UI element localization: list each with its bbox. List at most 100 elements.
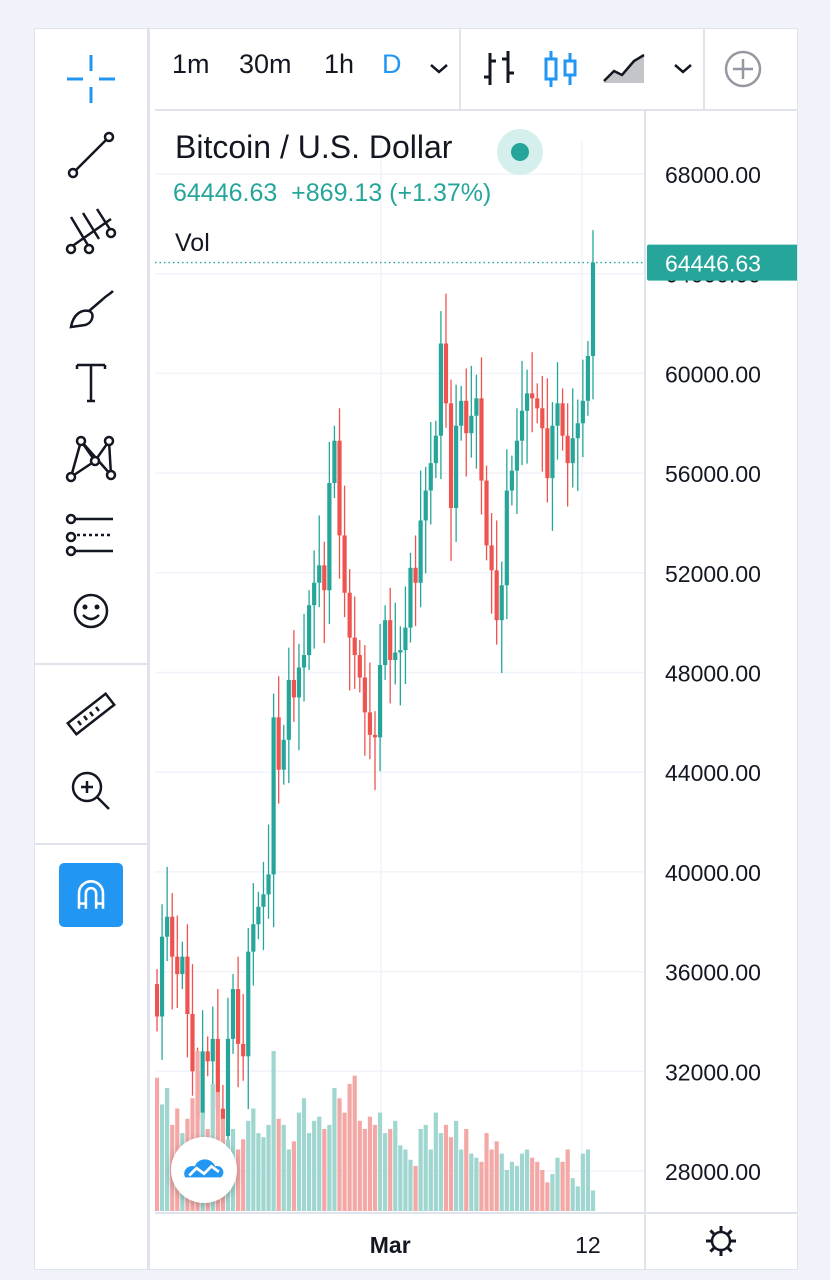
candle-body bbox=[205, 1051, 210, 1062]
interval-chevron-down-icon[interactable] bbox=[417, 47, 461, 91]
interval-1m[interactable]: 1m bbox=[172, 49, 210, 79]
candle-body bbox=[286, 679, 291, 740]
text-tool[interactable] bbox=[57, 353, 125, 413]
interval-30m[interactable]: 30m bbox=[239, 49, 292, 79]
candle-body bbox=[570, 438, 575, 464]
candle-body bbox=[266, 874, 271, 895]
brush-tool[interactable] bbox=[57, 277, 125, 337]
volume-bar bbox=[570, 1178, 575, 1211]
candle-body bbox=[443, 343, 449, 404]
top-toolbar: 1m 30m 1h D bbox=[155, 29, 797, 111]
candle-body bbox=[535, 398, 540, 409]
price-tick-label: 60000.00 bbox=[665, 361, 761, 387]
volume-bar bbox=[540, 1170, 545, 1211]
volume-bar bbox=[535, 1161, 540, 1211]
price-chart[interactable]: 68000.00 60000.00 56000.00 52000.00 48000.00… bbox=[155, 111, 797, 1269]
area-chart-type-icon[interactable] bbox=[600, 47, 648, 91]
emoji-tool[interactable] bbox=[57, 581, 125, 641]
volume-bar bbox=[555, 1157, 560, 1211]
symbol-title: Bitcoin / U.S. Dollar bbox=[175, 129, 453, 165]
prediction-tool[interactable] bbox=[57, 505, 125, 565]
interval-1h[interactable]: 1h bbox=[324, 49, 355, 79]
candle-body bbox=[555, 403, 560, 426]
volume-bar bbox=[377, 1112, 383, 1211]
volume-bar bbox=[413, 1165, 418, 1211]
volume-bar bbox=[479, 1161, 484, 1211]
candle-body bbox=[215, 1038, 220, 1109]
toolbar-divider bbox=[35, 843, 147, 845]
candle-body bbox=[524, 393, 530, 411]
candle-body bbox=[565, 435, 570, 464]
candle-body bbox=[246, 951, 251, 1057]
trend-line-icon bbox=[67, 131, 115, 179]
market-status-indicator bbox=[497, 129, 543, 175]
volume-bar bbox=[489, 1149, 494, 1211]
volume-bar bbox=[342, 1112, 347, 1211]
volume-bar bbox=[261, 1137, 266, 1211]
tradingview-logo[interactable] bbox=[171, 1137, 237, 1203]
candle-body bbox=[545, 428, 550, 479]
price-change-readout: 64446.63 +869.13 (+1.37%) bbox=[173, 179, 492, 207]
prediction-icon bbox=[65, 513, 113, 557]
pattern-tool[interactable] bbox=[57, 429, 125, 489]
volume-bar bbox=[459, 1149, 464, 1211]
topbar-divider bbox=[703, 29, 705, 109]
volume-bar bbox=[372, 1124, 378, 1211]
settings-gear-icon[interactable] bbox=[706, 1226, 736, 1256]
candle-body bbox=[352, 637, 357, 656]
volume-bar bbox=[530, 1157, 535, 1211]
emoji-icon bbox=[73, 593, 109, 629]
candle-body bbox=[464, 400, 469, 434]
volume-bar bbox=[499, 1153, 504, 1211]
crosshair-icon bbox=[67, 55, 115, 103]
candle-body bbox=[210, 1038, 215, 1062]
price-tick-label: 36000.00 bbox=[665, 960, 761, 986]
candle-body bbox=[281, 739, 286, 770]
volume-bar bbox=[362, 1129, 367, 1211]
candle-body bbox=[438, 343, 444, 436]
drawing-toolbar bbox=[35, 29, 150, 1269]
candle-body bbox=[580, 400, 585, 424]
volume-bar bbox=[560, 1161, 565, 1211]
candle-body bbox=[276, 717, 281, 770]
candle-body bbox=[504, 490, 509, 586]
chart-type-chevron-down-icon[interactable] bbox=[661, 47, 705, 91]
magnet-tool[interactable] bbox=[59, 863, 123, 927]
candle-body bbox=[301, 655, 307, 668]
volume-bar bbox=[256, 1133, 261, 1211]
candle-body bbox=[540, 408, 545, 429]
volume-bar bbox=[352, 1075, 357, 1211]
candles-chart-type-icon[interactable] bbox=[539, 47, 583, 91]
last-price-badge bbox=[647, 244, 797, 281]
volume-bar bbox=[514, 1165, 520, 1211]
candle-body bbox=[291, 679, 296, 698]
pitchfork-tool[interactable] bbox=[57, 201, 125, 261]
ruler-tool[interactable] bbox=[57, 685, 125, 745]
candle-body bbox=[575, 423, 580, 439]
candle-body bbox=[459, 400, 464, 426]
crosshair-tool[interactable] bbox=[57, 49, 125, 109]
topbar-divider bbox=[459, 29, 461, 109]
trend-line-tool[interactable] bbox=[57, 125, 125, 185]
interval-d[interactable]: D bbox=[382, 49, 402, 79]
candle-body bbox=[312, 582, 317, 606]
volume-bar bbox=[519, 1153, 525, 1211]
candle-body bbox=[236, 989, 241, 1044]
add-indicator-icon[interactable] bbox=[721, 47, 765, 91]
zoom-in-tool[interactable] bbox=[57, 761, 125, 821]
volume-bar bbox=[550, 1174, 555, 1211]
chart-canvas[interactable]: 68000.00 60000.00 56000.00 52000.00 48000.00… bbox=[155, 111, 797, 1269]
candle-body bbox=[225, 1038, 231, 1137]
candle-body bbox=[494, 570, 499, 621]
volume-bar bbox=[423, 1124, 428, 1211]
volume-bar bbox=[155, 1077, 160, 1211]
volume-bar bbox=[438, 1133, 444, 1211]
candle-body bbox=[337, 440, 342, 536]
volume-bar bbox=[565, 1149, 570, 1211]
bar-chart-type-icon[interactable] bbox=[478, 47, 522, 91]
candle-body bbox=[474, 398, 479, 416]
volume-bar bbox=[291, 1141, 296, 1211]
volume-bar bbox=[347, 1083, 352, 1211]
time-tick-label: 12 bbox=[575, 1232, 601, 1258]
volume-bar bbox=[474, 1157, 479, 1211]
